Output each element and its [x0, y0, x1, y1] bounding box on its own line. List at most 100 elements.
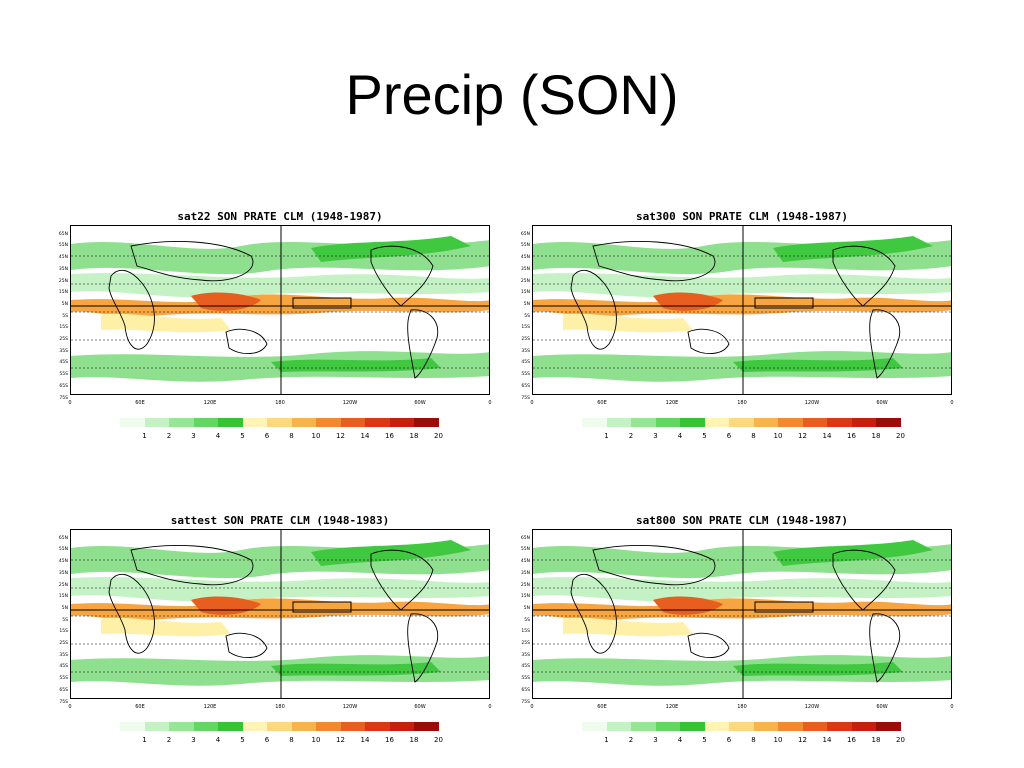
colorbar-swatch [389, 722, 414, 731]
colorbar-swatch [218, 418, 243, 427]
colorbar-swatch [340, 722, 365, 731]
longitude-label: 180 [275, 704, 285, 710]
colorbar-swatch [218, 722, 243, 731]
precip-region [733, 662, 903, 676]
colorbar-tick-label: 18 [871, 736, 881, 744]
longitude-label: 180 [737, 400, 747, 406]
colorbar-swatch [631, 418, 656, 427]
longitude-label: 120E [203, 400, 217, 406]
colorbar-swatch [582, 722, 607, 731]
latitude-label: 45S [59, 360, 68, 366]
coastline [570, 573, 617, 654]
latitude-label: 15N [58, 290, 68, 296]
colorbar-swatch [655, 418, 680, 427]
colorbar-swatch [316, 418, 341, 427]
colorbar-swatch [876, 418, 901, 427]
colorbar [120, 722, 439, 731]
latitude-label: 65S [59, 687, 68, 693]
colorbar-tick-label: 14 [822, 736, 832, 744]
latitude-label: 5S [524, 313, 530, 319]
colorbar-swatch [827, 722, 852, 731]
latitude-label: 15N [58, 594, 68, 600]
colorbar-swatch [389, 418, 414, 427]
longitude-label: 120E [665, 400, 679, 406]
longitude-label: 60W [876, 704, 888, 710]
colorbar-swatch [827, 418, 852, 427]
colorbar-tick-label: 8 [289, 432, 294, 440]
precip-region [533, 598, 951, 621]
colorbar-swatch [753, 418, 778, 427]
colorbar-tick-label: 1 [142, 432, 147, 440]
colorbar-swatch [169, 418, 194, 427]
coastline [592, 545, 716, 586]
colorbar-swatch [242, 418, 267, 427]
precip-map [70, 529, 490, 699]
latitude-label: 35S [59, 652, 68, 658]
coastline [832, 549, 896, 611]
latitude-label: 65S [521, 687, 530, 693]
colorbar-tick-label: 12 [798, 736, 807, 744]
longitude-label: 0 [950, 400, 954, 406]
panel-title: sat800 SON PRATE CLM (1948-1987) [636, 514, 848, 527]
latitude-label: 15S [59, 629, 68, 635]
colorbar-tick-label: 6 [726, 432, 732, 440]
colorbar-swatch [120, 418, 145, 427]
colorbar-tick-label: 16 [385, 432, 394, 440]
latitude-label: 25S [59, 641, 68, 647]
longitude-label: 120E [203, 704, 217, 710]
colorbar-tick-label: 2 [628, 736, 634, 744]
longitude-label: 120W [804, 704, 820, 710]
latitude-label: 55S [59, 372, 68, 378]
colorbar [582, 722, 901, 731]
latitude-label: 75S [59, 395, 68, 401]
precip-field [533, 226, 951, 394]
colorbar-tick-label: 5 [702, 736, 707, 744]
latitude-label: 45S [521, 360, 530, 366]
colorbar-tick-label: 1 [142, 736, 147, 744]
panel-title: sat300 SON PRATE CLM (1948-1987) [636, 210, 848, 223]
precip-map-panel: sat800 SON PRATE CLM (1948-1987) 65N 55N 4… [502, 514, 962, 764]
nino-region-box [292, 601, 352, 613]
colorbar-tick-label: 3 [653, 432, 658, 440]
longitude-label: 120E [665, 704, 679, 710]
latitude-label: 35N [520, 570, 530, 576]
nino-region-box [754, 297, 814, 309]
latitude-label: 5N [61, 301, 68, 307]
precip-region [533, 273, 951, 298]
longitude-label: 60W [414, 704, 426, 710]
precip-field [71, 530, 489, 698]
colorbar-swatch [414, 418, 439, 427]
latitude-label: 55S [521, 372, 530, 378]
colorbar-swatch [802, 722, 827, 731]
longitude-label: 0 [488, 704, 492, 710]
latitude-label: 55S [521, 676, 530, 682]
latitude-label: 35S [521, 652, 530, 658]
colorbar-tick-label: 8 [751, 736, 756, 744]
colorbar-tick-label: 18 [409, 736, 419, 744]
nino-region-box [292, 297, 352, 309]
slide-title: Precip (SON) [345, 63, 679, 126]
precip-region [271, 358, 441, 372]
precip-region [311, 540, 471, 566]
coastline [592, 241, 716, 282]
colorbar [120, 418, 439, 427]
colorbar-tick-label: 5 [240, 736, 245, 744]
colorbar-tick-label: 20 [896, 432, 905, 440]
colorbar-tick-label: 6 [264, 736, 270, 744]
longitude-label: 60E [597, 400, 607, 406]
colorbar [582, 418, 901, 427]
precip-region [533, 294, 951, 317]
latitude-label: 15S [59, 325, 68, 331]
latitude-label: 65N [520, 535, 530, 541]
colorbar-tick-label: 4 [677, 736, 683, 744]
precip-region [71, 294, 489, 317]
colorbar-swatch [778, 722, 803, 731]
nino-region-box [754, 601, 814, 613]
colorbar-tick-label: 18 [871, 432, 881, 440]
precip-map [532, 225, 952, 395]
latitude-label: 5N [61, 605, 68, 611]
colorbar-tick-label: 8 [289, 736, 294, 744]
precip-region [311, 236, 471, 262]
colorbar-tick-label: 5 [240, 432, 245, 440]
colorbar-swatch [680, 722, 705, 731]
